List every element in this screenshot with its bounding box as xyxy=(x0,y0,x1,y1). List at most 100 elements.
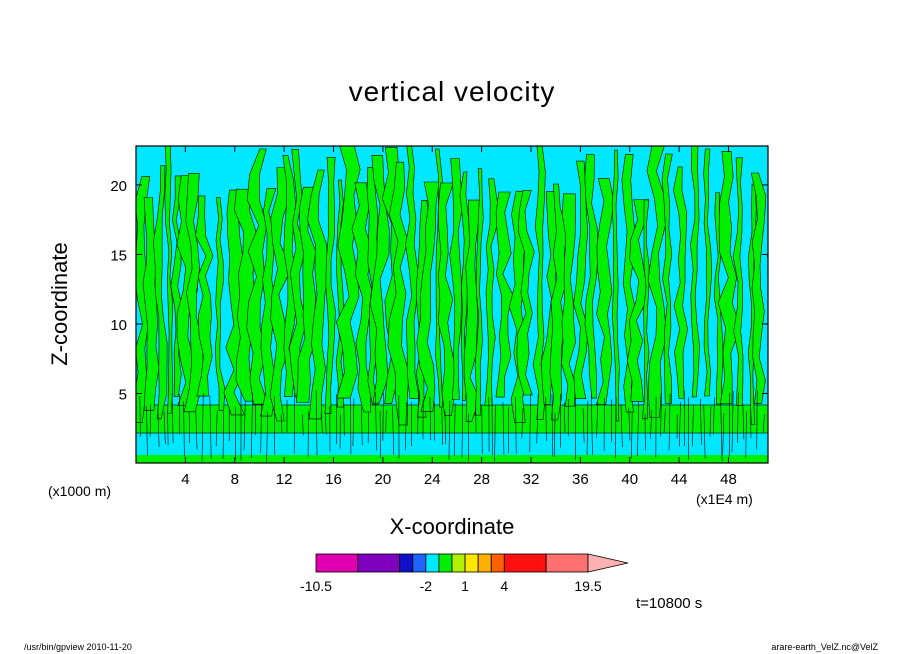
contour-line xyxy=(650,410,653,439)
contour-line xyxy=(615,397,617,459)
updraft-plume xyxy=(307,169,329,420)
contour-line xyxy=(209,395,212,459)
contour-line xyxy=(553,413,556,458)
contour-line xyxy=(429,396,432,441)
colorbar-segment xyxy=(451,553,466,573)
x-tick-label: 8 xyxy=(231,471,239,488)
contour-line xyxy=(536,394,539,444)
contour-line xyxy=(321,413,323,434)
contour-line xyxy=(163,411,166,445)
contour-line xyxy=(392,406,395,455)
y-tick-label: 15 xyxy=(110,247,127,264)
updraft-plume xyxy=(766,193,768,310)
contour-line xyxy=(146,406,148,456)
colorbar-segment xyxy=(425,553,440,573)
contour-line xyxy=(737,392,739,443)
contour-line xyxy=(722,412,725,456)
contour-line xyxy=(700,398,702,445)
contour-line xyxy=(692,405,694,447)
footer-right: arare-earth_VelZ.nc@VelZ xyxy=(771,642,878,652)
updraft-plume xyxy=(387,161,410,426)
contour-line xyxy=(660,392,662,437)
contour-line xyxy=(703,405,706,459)
updraft-plume xyxy=(369,155,390,404)
y-tick-label: 20 xyxy=(110,178,127,195)
contour-line xyxy=(250,392,253,458)
contour-line xyxy=(678,402,681,447)
colorbar-segment xyxy=(490,553,505,573)
contour-line xyxy=(167,410,169,446)
updraft-plume xyxy=(195,195,214,397)
x-axis-label: X-coordinate xyxy=(389,514,515,539)
contour-line xyxy=(745,411,747,458)
contour-line xyxy=(361,407,363,446)
contour-line xyxy=(720,403,723,462)
updraft-plume xyxy=(532,146,547,420)
contour-line xyxy=(491,397,493,456)
updraft-plume xyxy=(732,157,744,406)
updraft-plume xyxy=(626,199,649,402)
updraft-plume xyxy=(703,148,713,397)
colorbar-arrow xyxy=(587,553,629,573)
colorbar-segment xyxy=(399,553,414,573)
contour-line xyxy=(521,408,524,439)
contour-line xyxy=(382,392,384,441)
updraft-plume xyxy=(495,191,513,398)
contour-line xyxy=(149,403,151,438)
contour-line xyxy=(596,402,599,438)
y-tick-label: 10 xyxy=(110,317,127,334)
colorbar-segment xyxy=(503,553,547,573)
colorbar-segment xyxy=(477,553,492,573)
contour-line xyxy=(315,390,318,456)
colorbar-label: -2 xyxy=(420,578,433,594)
contour-line xyxy=(157,407,160,447)
contour-line xyxy=(280,414,283,433)
contour-line xyxy=(728,392,731,457)
contour-line xyxy=(243,401,246,451)
contour-line xyxy=(731,390,734,453)
updraft-plume xyxy=(126,197,133,404)
updraft-plume xyxy=(595,178,615,405)
contour-line xyxy=(201,393,204,462)
contour-line xyxy=(417,390,419,435)
contour-line xyxy=(529,393,531,453)
contour-line xyxy=(139,396,141,437)
updraft-plume xyxy=(717,151,741,405)
contour-line xyxy=(385,410,387,433)
colorbar-segment xyxy=(357,553,401,573)
updraft-plume xyxy=(516,190,535,396)
contour-line xyxy=(637,401,640,457)
colorbar: -10.5 -2 1 4 19.5 xyxy=(300,553,629,594)
y-axis-label: Z-coordinate xyxy=(47,242,72,366)
updraft-plume xyxy=(296,186,317,403)
contour-line xyxy=(352,398,355,446)
colorbar-segment xyxy=(315,553,359,573)
colorbar-segment xyxy=(545,553,589,573)
y-axis: 5 10 15 20 xyxy=(110,178,768,403)
colorbar-segment xyxy=(412,553,427,573)
x-scale-label: (x1E4 m) xyxy=(696,491,753,507)
contour-line xyxy=(515,397,517,454)
contour-line xyxy=(668,393,671,451)
contour-line xyxy=(582,408,585,443)
footer-left: /usr/bin/gpview 2010-11-20 xyxy=(24,642,132,652)
updraft-plume xyxy=(153,165,168,420)
contour-line xyxy=(171,393,174,444)
contour-line xyxy=(551,394,554,457)
x-tick-label: 36 xyxy=(572,471,589,488)
x-tick-label: 12 xyxy=(276,471,293,488)
updraft-plume xyxy=(164,146,174,414)
x-axis: 4 8 12 16 20 24 28 32 36 40 44 48 xyxy=(181,146,737,488)
updraft-plume xyxy=(611,149,620,422)
colorbar-label: 4 xyxy=(500,578,508,594)
plot-area xyxy=(126,145,769,464)
contour-line xyxy=(324,411,327,435)
x-tick-label: 32 xyxy=(523,471,540,488)
updraft-plume xyxy=(136,176,151,423)
chart-title: vertical velocity xyxy=(348,76,556,107)
y-tick-label: 5 xyxy=(119,386,127,403)
updraft-plume xyxy=(336,146,361,399)
contour-line xyxy=(183,401,185,457)
contour-line xyxy=(742,403,745,440)
